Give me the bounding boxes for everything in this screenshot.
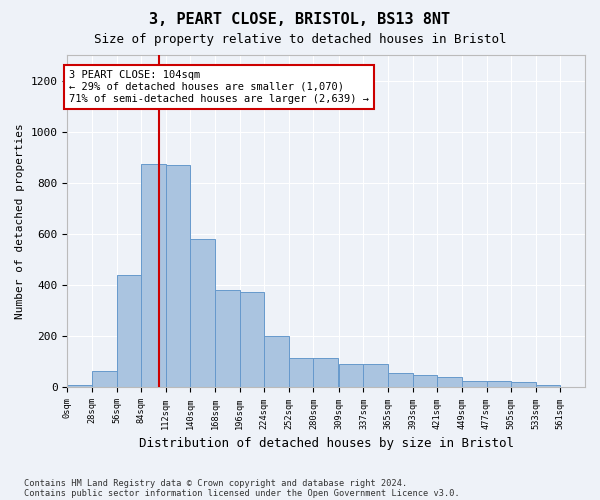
Bar (388, 374, 413, 388)
Bar (190, 239, 215, 388)
Bar (511, 382, 536, 388)
Bar (92, 371, 116, 388)
Text: Contains public sector information licensed under the Open Government Licence v3: Contains public sector information licen… (24, 488, 460, 498)
Y-axis label: Number of detached properties: Number of detached properties (15, 124, 25, 319)
Bar (364, 364, 388, 388)
Bar (413, 374, 437, 388)
Bar (166, 165, 190, 388)
Bar (462, 381, 487, 388)
Text: 3, PEART CLOSE, BRISTOL, BS13 8NT: 3, PEART CLOSE, BRISTOL, BS13 8NT (149, 12, 451, 28)
Bar (289, 358, 313, 388)
X-axis label: Distribution of detached houses by size in Bristol: Distribution of detached houses by size … (139, 437, 514, 450)
Bar (116, 275, 141, 388)
Bar (339, 364, 364, 388)
Bar (141, 164, 166, 388)
Text: 3 PEART CLOSE: 104sqm
← 29% of detached houses are smaller (1,070)
71% of semi-d: 3 PEART CLOSE: 104sqm ← 29% of detached … (69, 70, 369, 104)
Bar (215, 290, 239, 388)
Bar (536, 386, 560, 388)
Text: Size of property relative to detached houses in Bristol: Size of property relative to detached ho… (94, 32, 506, 46)
Bar (67, 385, 92, 388)
Bar (487, 381, 511, 388)
Bar (313, 358, 338, 388)
Bar (264, 336, 289, 388)
Text: Contains HM Land Registry data © Crown copyright and database right 2024.: Contains HM Land Registry data © Crown c… (24, 478, 407, 488)
Bar (239, 292, 264, 388)
Bar (437, 377, 462, 388)
